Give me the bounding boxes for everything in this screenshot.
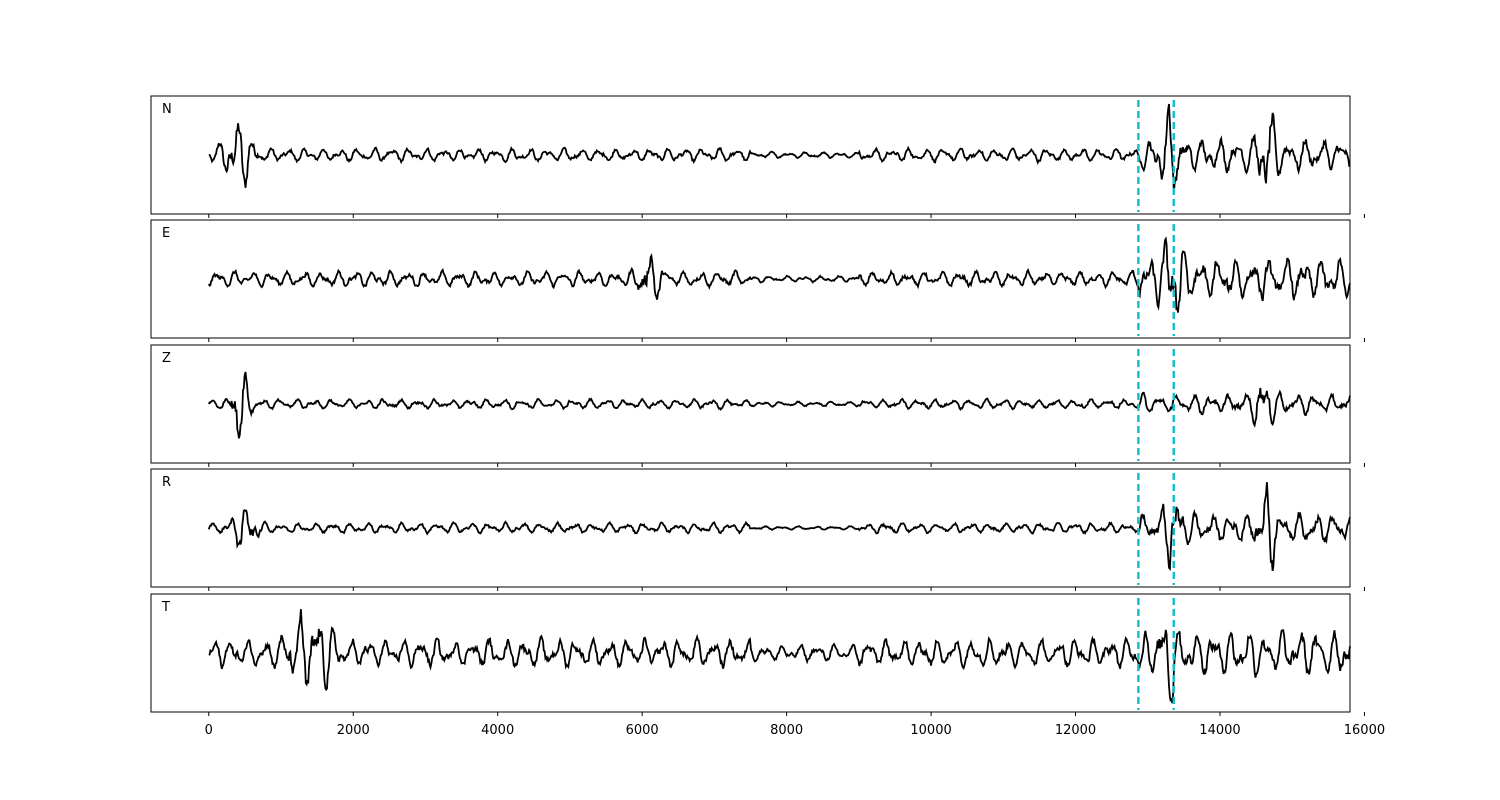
waveform-e	[207, 236, 1351, 313]
x-tick-label: 14000	[1199, 723, 1240, 738]
x-tick-label: 10000	[910, 723, 951, 738]
x-tick-label: 4000	[481, 723, 514, 738]
panel-label: N	[162, 102, 172, 117]
panel-label: R	[162, 475, 171, 490]
panel-frame	[150, 95, 1351, 215]
x-axis: 0 2000 4000 6000 8000 10000 12000 14000 16000	[205, 723, 1385, 738]
panels: N E Z R T	[150, 95, 1365, 716]
x-tick-label: 0	[205, 723, 213, 738]
panel-z: Z	[150, 344, 1365, 467]
x-tick-label: 8000	[770, 723, 803, 738]
waveform-r	[207, 482, 1351, 572]
panel-frame	[150, 593, 1351, 713]
panel-t: T	[150, 593, 1365, 716]
x-tick-label: 6000	[626, 723, 659, 738]
waveform-z	[208, 371, 1351, 439]
x-tick-label: 2000	[337, 723, 370, 738]
panel-label: E	[162, 226, 170, 241]
waveform-t	[208, 609, 1351, 704]
panel-label: T	[161, 600, 170, 615]
panel-label: Z	[162, 351, 171, 366]
waveform-n	[208, 103, 1351, 193]
panel-n: N	[150, 95, 1365, 218]
x-tick-label: 16000	[1344, 723, 1385, 738]
panel-e: E	[150, 219, 1365, 342]
x-tick-label: 12000	[1055, 723, 1096, 738]
panel-r: R	[150, 468, 1365, 591]
